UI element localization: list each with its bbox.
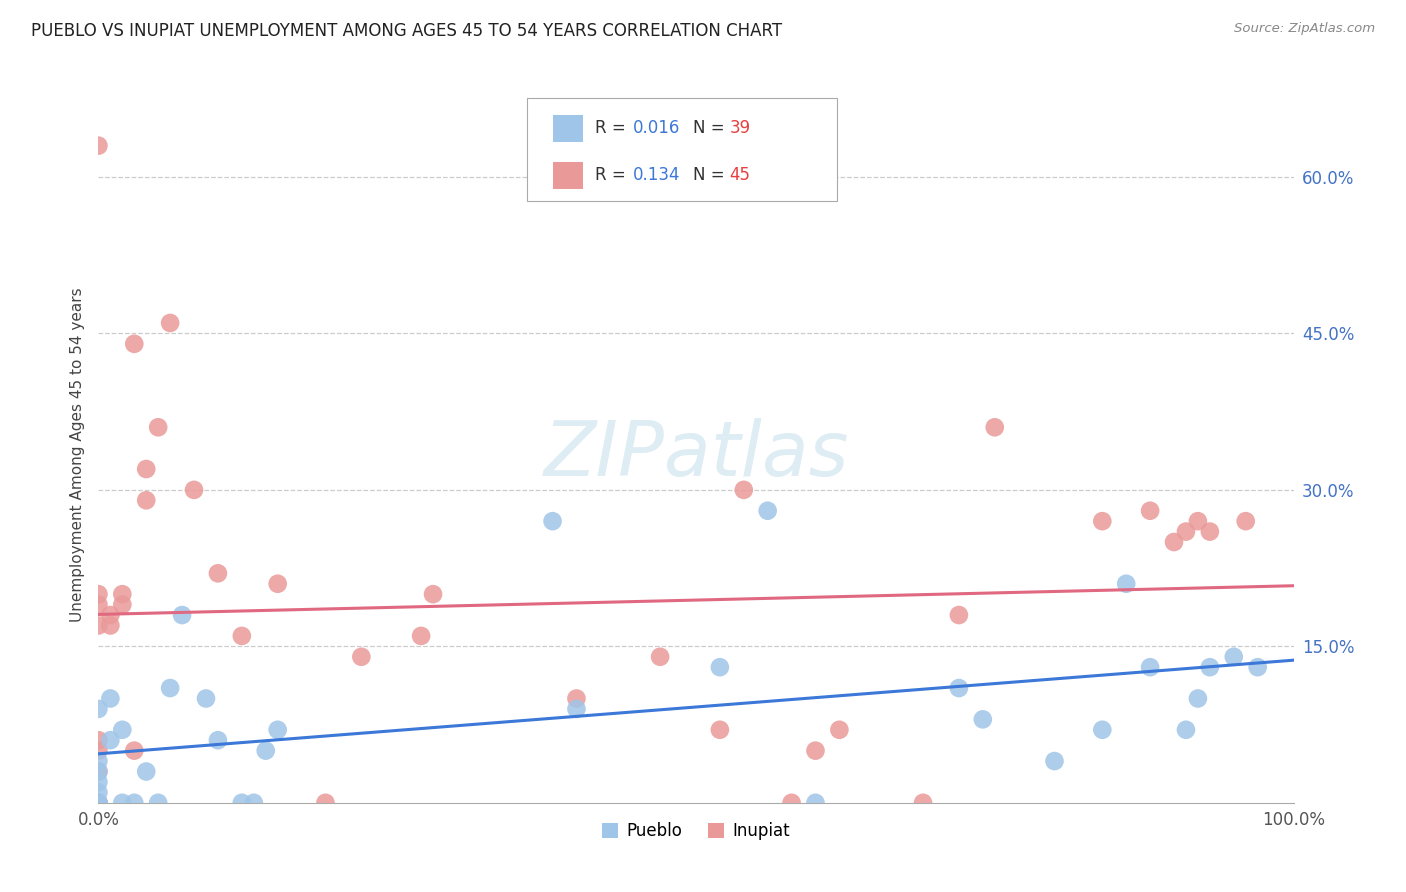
Point — [159, 316, 181, 330]
Point — [195, 691, 218, 706]
Point — [1115, 576, 1137, 591]
Point — [780, 796, 803, 810]
Point — [804, 796, 827, 810]
Point — [111, 796, 134, 810]
Point — [315, 796, 337, 810]
Point — [87, 764, 110, 779]
Text: 45: 45 — [730, 167, 751, 185]
Point — [1091, 514, 1114, 528]
Point — [87, 138, 110, 153]
Point — [1163, 535, 1185, 549]
Y-axis label: Unemployment Among Ages 45 to 54 years: Unemployment Among Ages 45 to 54 years — [69, 287, 84, 623]
Point — [111, 723, 134, 737]
Point — [87, 796, 110, 810]
Text: 0.016: 0.016 — [633, 120, 681, 137]
Point — [267, 576, 290, 591]
Point — [267, 723, 290, 737]
Point — [124, 796, 146, 810]
Point — [231, 796, 253, 810]
Point — [124, 336, 146, 351]
Point — [87, 775, 110, 789]
Point — [124, 744, 146, 758]
Point — [972, 712, 994, 726]
Point — [948, 681, 970, 695]
Point — [648, 649, 672, 664]
Point — [87, 598, 110, 612]
Text: R =: R = — [595, 167, 631, 185]
Point — [350, 649, 373, 664]
Point — [231, 629, 253, 643]
Point — [1091, 723, 1114, 737]
Point — [172, 608, 194, 623]
Point — [1223, 649, 1246, 664]
Point — [87, 764, 110, 779]
Point — [1139, 504, 1161, 518]
Point — [98, 733, 122, 747]
Text: N =: N = — [693, 120, 730, 137]
Point — [984, 420, 1007, 434]
Point — [828, 723, 851, 737]
Point — [87, 744, 110, 758]
Point — [709, 723, 731, 737]
Point — [565, 702, 588, 716]
Point — [135, 764, 157, 779]
Point — [207, 566, 229, 581]
Point — [135, 462, 157, 476]
Point — [87, 796, 110, 810]
Point — [422, 587, 444, 601]
Point — [1175, 723, 1198, 737]
Point — [1043, 754, 1066, 768]
Point — [87, 702, 110, 716]
Point — [87, 796, 110, 810]
Point — [87, 733, 110, 747]
Point — [911, 796, 934, 810]
Point — [87, 618, 110, 632]
Point — [1247, 660, 1270, 674]
Legend: Pueblo, Inupiat: Pueblo, Inupiat — [595, 815, 797, 847]
Point — [183, 483, 205, 497]
Point — [541, 514, 564, 528]
Point — [98, 618, 122, 632]
Point — [1175, 524, 1198, 539]
Text: 0.134: 0.134 — [633, 167, 681, 185]
Point — [1199, 524, 1222, 539]
Point — [111, 598, 134, 612]
Point — [98, 608, 122, 623]
Point — [804, 744, 827, 758]
Point — [87, 587, 110, 601]
Point — [254, 744, 277, 758]
Point — [207, 733, 229, 747]
Text: N =: N = — [693, 167, 730, 185]
Text: Source: ZipAtlas.com: Source: ZipAtlas.com — [1234, 22, 1375, 36]
Point — [98, 691, 122, 706]
Point — [1187, 691, 1209, 706]
Point — [148, 796, 170, 810]
Text: 39: 39 — [730, 120, 751, 137]
Point — [243, 796, 266, 810]
Point — [1139, 660, 1161, 674]
Point — [1199, 660, 1222, 674]
Point — [709, 660, 731, 674]
Point — [948, 608, 970, 623]
Point — [565, 691, 588, 706]
Point — [135, 493, 157, 508]
Point — [87, 796, 110, 810]
Point — [148, 420, 170, 434]
Text: R =: R = — [595, 120, 631, 137]
Point — [733, 483, 755, 497]
Point — [87, 796, 110, 810]
Point — [756, 504, 779, 518]
Point — [411, 629, 433, 643]
Point — [1234, 514, 1257, 528]
Text: PUEBLO VS INUPIAT UNEMPLOYMENT AMONG AGES 45 TO 54 YEARS CORRELATION CHART: PUEBLO VS INUPIAT UNEMPLOYMENT AMONG AGE… — [31, 22, 782, 40]
Text: ZIPatlas: ZIPatlas — [543, 418, 849, 491]
Point — [87, 754, 110, 768]
Point — [111, 587, 134, 601]
Point — [87, 796, 110, 810]
Point — [159, 681, 181, 695]
Point — [87, 785, 110, 799]
Point — [1187, 514, 1209, 528]
